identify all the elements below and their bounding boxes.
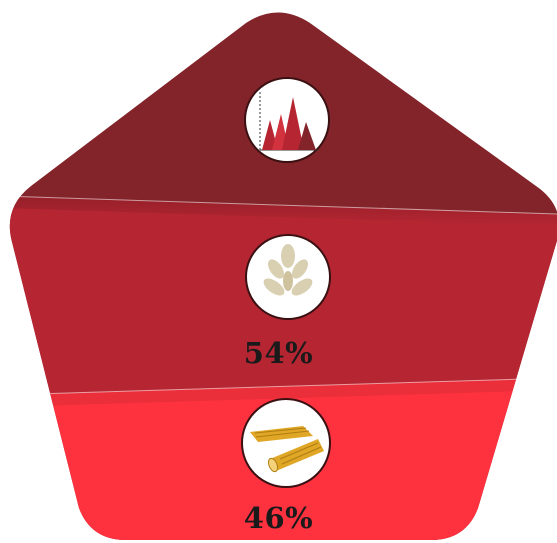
segment-middle-shadow <box>9 196 557 226</box>
histogram-icon <box>244 77 330 163</box>
pasta-icon <box>241 398 331 488</box>
percentage-label-middle: 54% <box>243 336 314 370</box>
divider-line <box>9 377 557 396</box>
grain-icon <box>245 234 331 320</box>
divider-line <box>9 195 557 215</box>
percentage-label-bottom: 46% <box>243 501 314 535</box>
segment-bottom-shadow <box>9 378 557 407</box>
